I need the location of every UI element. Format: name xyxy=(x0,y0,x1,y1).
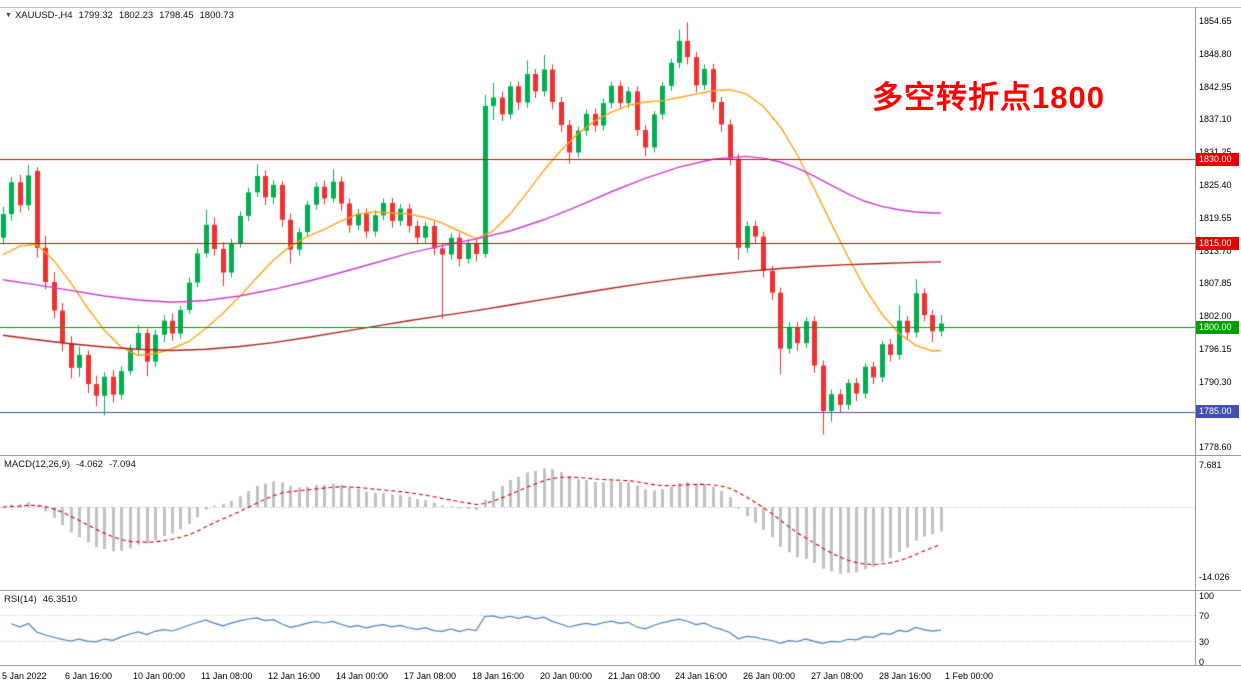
panel-separator[interactable] xyxy=(0,590,1241,591)
symbol-timeframe-label: XAUUSD-,H4 xyxy=(14,10,73,21)
price-axis-label: 1778.60 xyxy=(1199,442,1232,453)
time-axis-label: 14 Jan 00:00 xyxy=(336,671,389,681)
price-axis-divider xyxy=(1195,7,1196,666)
rsi-axis-label: 70 xyxy=(1199,610,1210,621)
rsi-value: 46.3510 xyxy=(42,594,78,605)
time-axis-separator xyxy=(0,665,1241,666)
low-value: 1798.45 xyxy=(159,10,194,21)
rsi-indicator-label: RSI(14) 46.3510 xyxy=(4,594,83,605)
time-axis-label: 28 Jan 16:00 xyxy=(879,671,932,681)
close-value: 1800.73 xyxy=(199,10,234,21)
macd-indicator-label: MACD(12,26,9) -4.062 -7.094 xyxy=(4,459,142,470)
macd-panel-canvas[interactable] xyxy=(0,456,1195,590)
time-axis-label: 21 Jan 08:00 xyxy=(608,671,661,681)
price-axis-label: 1842.95 xyxy=(1199,81,1232,92)
time-axis-label: 24 Jan 16:00 xyxy=(675,671,728,681)
time-axis-label: 10 Jan 00:00 xyxy=(133,671,186,681)
price-axis-label: 1837.10 xyxy=(1199,114,1232,125)
open-value: 1799.32 xyxy=(78,10,113,21)
price-level-badge: 1800.00 xyxy=(1196,320,1239,334)
high-value: 1802.23 xyxy=(118,10,154,21)
rsi-name: RSI(14) xyxy=(4,594,37,605)
price-axis-label: 1848.80 xyxy=(1199,48,1232,59)
time-axis-label: 20 Jan 00:00 xyxy=(540,671,593,681)
rsi-axis-label: 0 xyxy=(1199,657,1205,667)
rsi-axis-label: 100 xyxy=(1199,591,1215,601)
price-axis-label: 1825.40 xyxy=(1199,180,1232,191)
time-axis-label: 11 Jan 08:00 xyxy=(201,671,253,681)
price-axis-label: 1831.25 xyxy=(1199,147,1232,157)
rsi-axis-label: 30 xyxy=(1199,637,1210,648)
macd-main-value: -4.062 xyxy=(76,459,103,470)
symbol-info: ▼ XAUUSD-,H4 1799.32 1802.23 1798.45 1800.73 xyxy=(5,10,234,21)
time-axis-label: 26 Jan 00:00 xyxy=(743,671,796,681)
macd-name: MACD(12,26,9) xyxy=(4,459,70,470)
time-axis-label: 18 Jan 16:00 xyxy=(472,671,525,681)
price-chart-canvas[interactable] xyxy=(0,8,1195,455)
time-axis-label: 17 Jan 08:00 xyxy=(404,671,457,681)
chevron-down-icon: ▼ xyxy=(5,12,12,19)
price-axis-label: 1813.70 xyxy=(1199,245,1232,256)
price-level-badge: 1815.00 xyxy=(1196,236,1239,250)
price-axis-label: 1819.55 xyxy=(1199,212,1232,223)
macd-signal-value: -7.094 xyxy=(108,459,136,470)
price-axis-label: 1807.85 xyxy=(1199,278,1232,289)
time-axis-label: 6 Jan 16:00 xyxy=(65,671,113,681)
time-axis-label: 5 Jan 2022 xyxy=(2,671,47,681)
price-level-badge: 1830.00 xyxy=(1196,152,1239,166)
macd-axis-top-label: 7.681 xyxy=(1199,460,1222,470)
price-axis-label: 1790.30 xyxy=(1199,376,1232,387)
time-axis-label: 27 Jan 08:00 xyxy=(811,671,864,681)
rsi-panel-canvas[interactable] xyxy=(0,591,1195,665)
time-axis-label: 12 Jan 16:00 xyxy=(268,671,321,681)
price-axis-label: 1796.15 xyxy=(1199,344,1232,355)
price-level-badge: 1785.00 xyxy=(1196,405,1239,419)
macd-axis-bottom-label: -14.026 xyxy=(1199,572,1230,582)
chart-top-border xyxy=(0,7,1241,8)
time-axis-label: 1 Feb 00:00 xyxy=(945,671,994,681)
price-axis-label: 1802.00 xyxy=(1199,311,1232,322)
annotation-text[interactable]: 多空转折点1800 xyxy=(872,80,1105,115)
price-axis-label: 1854.65 xyxy=(1199,16,1232,26)
panel-separator[interactable] xyxy=(0,455,1241,456)
